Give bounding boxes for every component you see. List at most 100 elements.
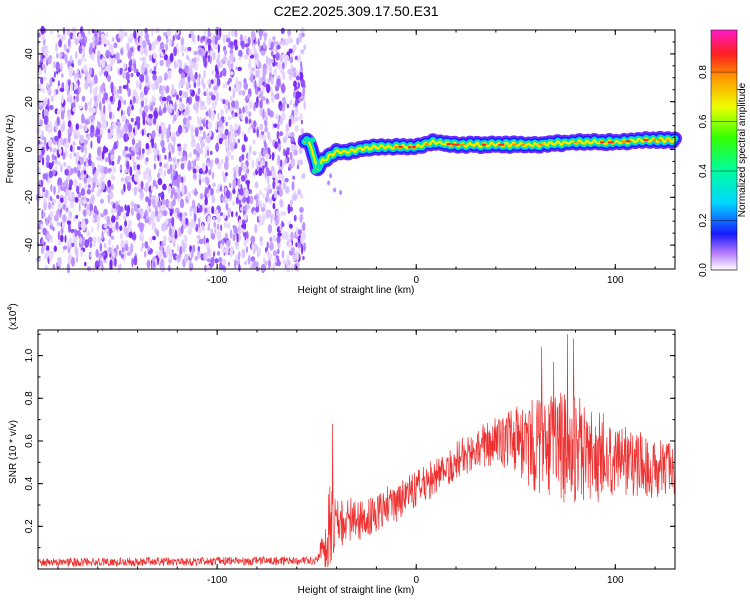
noise-speck: [222, 67, 227, 77]
noise-speck: [258, 82, 262, 88]
noise-speck: [251, 124, 255, 129]
noise-speck: [133, 231, 136, 242]
noise-speck: [117, 155, 121, 162]
noise-speck: [159, 161, 163, 167]
noise-speck: [206, 96, 212, 106]
noise-speck: [61, 221, 66, 229]
noise-speck: [59, 87, 65, 92]
noise-speck: [252, 127, 256, 134]
noise-speck: [86, 158, 89, 163]
noise-speck: [84, 57, 87, 63]
noise-speck: [78, 33, 81, 41]
noise-speck: [252, 75, 256, 80]
noise-speck: [96, 221, 100, 231]
noise-speck: [218, 119, 223, 128]
noise-speck: [87, 134, 90, 141]
noise-speck: [273, 258, 277, 263]
noise-speck: [207, 121, 213, 129]
noise-speck: [225, 106, 229, 114]
noise-speck: [50, 126, 53, 133]
noise-speck: [40, 141, 44, 146]
noise-speck: [193, 82, 197, 89]
noise-speck: [78, 182, 82, 189]
noise-speck: [221, 248, 226, 254]
noise-speck: [262, 108, 265, 119]
noise-speck: [232, 111, 236, 119]
noise-speck: [235, 76, 239, 86]
x-tick-label: 0: [413, 575, 419, 586]
noise-speck: [145, 196, 150, 203]
noise-speck: [138, 188, 143, 193]
noise-speck: [197, 202, 201, 209]
noise-speck: [211, 94, 216, 101]
noise-speck: [41, 130, 44, 138]
noise-speck: [192, 172, 197, 180]
noise-speck: [272, 234, 275, 241]
noise-speck: [145, 167, 150, 175]
noise-speck: [115, 221, 119, 230]
ridge-onset-blob: [303, 136, 310, 143]
noise-speck: [207, 226, 210, 231]
noise-speck: [145, 63, 150, 69]
noise-speck: [151, 41, 156, 51]
noise-speck: [237, 138, 240, 144]
noise-speck: [88, 152, 92, 161]
noise-speck: [226, 146, 229, 152]
noise-speck: [70, 167, 74, 175]
noise-speck: [225, 203, 229, 211]
noise-speck: [43, 115, 48, 125]
noise-speck: [272, 202, 276, 210]
noise-speck: [143, 49, 147, 54]
noise-speck: [173, 168, 176, 177]
noise-speck: [153, 110, 158, 120]
noise-speck: [232, 90, 236, 98]
noise-speck: [154, 80, 159, 90]
noise-speck: [153, 66, 157, 71]
noise-speck: [282, 259, 287, 264]
noise-speck: [128, 123, 133, 133]
noise-speck: [67, 38, 71, 47]
noise-speck: [157, 154, 160, 162]
noise-speck: [119, 67, 123, 73]
noise-speck: [235, 164, 239, 173]
noise-speck: [214, 258, 219, 264]
noise-speck: [277, 248, 280, 255]
noise-speck: [60, 107, 65, 112]
noise-speck: [53, 89, 56, 97]
noise-speck: [93, 94, 98, 103]
noise-speck: [183, 91, 189, 98]
noise-speck: [87, 159, 92, 167]
noise-speck: [57, 33, 61, 38]
noise-speck: [93, 87, 98, 97]
noise-speck: [118, 199, 120, 206]
noise-speck: [54, 135, 59, 142]
noise-speck: [177, 174, 182, 184]
spectrogram-x-label: Height of straight line (km): [298, 285, 415, 296]
noise-speck: [43, 197, 47, 202]
noise-speck: [215, 91, 220, 102]
noise-speck: [235, 84, 241, 93]
noise-speck: [82, 198, 87, 205]
noise-speck: [167, 235, 172, 242]
snr-series-line: [37, 334, 676, 568]
noise-speck: [271, 94, 275, 103]
noise-speck: [69, 55, 73, 63]
noise-speck: [144, 27, 148, 34]
noise-speck: [241, 248, 246, 259]
noise-speck: [136, 164, 141, 171]
noise-speck: [108, 247, 113, 254]
noise-speck: [44, 136, 47, 146]
noise-speck: [241, 144, 246, 153]
noise-speck: [52, 61, 56, 68]
noise-speck: [227, 222, 231, 230]
noise-speck: [197, 245, 200, 252]
noise-speck: [62, 27, 66, 35]
noise-speck: [155, 250, 158, 256]
noise-speck: [46, 82, 49, 89]
noise-speck: [87, 184, 91, 189]
ridge-faint-dot: [329, 173, 333, 179]
colorbar-tick-label: 0.2: [698, 213, 709, 227]
noise-speck: [283, 211, 287, 217]
noise-speck: [202, 130, 206, 140]
noise-speck: [174, 192, 177, 200]
